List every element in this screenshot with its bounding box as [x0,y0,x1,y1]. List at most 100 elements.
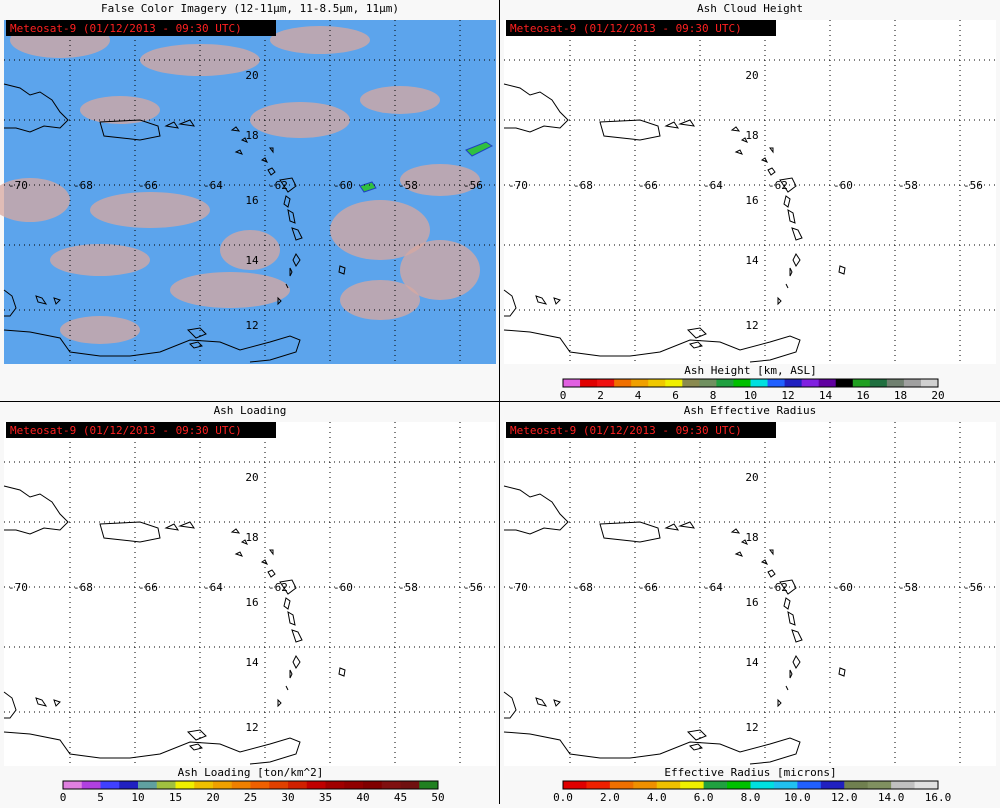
colorbar-frame [562,378,939,388]
colorbar-tick-label: 25 [244,791,257,804]
coastline [3,329,301,363]
colorbar-frame [562,780,939,790]
colorbar-segment [750,781,775,789]
colorbar-segment [288,781,308,789]
cloud [60,316,140,344]
lon-label: -58 [898,179,918,192]
colorbar-segment [750,379,769,387]
colorbar-tick-label: 5 [97,791,104,804]
lon-label: -58 [898,581,918,594]
lat-label: 16 [745,596,758,609]
stamp: Meteosat-9 (01/12/2013 - 09:30 UTC) [10,424,242,437]
colorbar-segment [563,379,581,387]
panel-title: Ash Effective Radius [684,404,816,417]
lat-label: 20 [245,471,258,484]
lat-label: 18 [745,129,758,142]
colorbar-segment [903,379,922,387]
colorbar-segment [733,379,751,387]
cloud [170,272,290,308]
colorbar-segment [920,379,939,387]
lat-label: 12 [245,319,258,332]
lon-label: -66 [138,179,158,192]
coastline [164,521,196,531]
colorbar-segment [867,781,892,789]
panel-title: False Color Imagery (12-11µm, 11-8.5µm, … [101,2,399,15]
colorbar-label: Ash Height [km, ASL] [684,364,816,377]
cloud [330,200,430,260]
colorbar-tick-label: 16.0 [925,791,952,804]
colorbar-tick-label: 6.0 [694,791,714,804]
stamp: Meteosat-9 (01/12/2013 - 09:30 UTC) [510,22,742,35]
map-area [4,422,496,766]
colorbar-tick-label: 20 [206,791,219,804]
coastline [3,289,61,317]
coastline [277,267,293,306]
lon-label: -64 [203,179,223,192]
colorbar-segment [586,781,611,789]
lon-label: -66 [638,179,658,192]
cloud [360,86,440,114]
colorbar-segment [818,379,837,387]
lon-label: -68 [573,581,593,594]
colorbar-tick-label: 16 [856,389,869,402]
lon-label: -56 [463,179,483,192]
lon-label: -56 [463,581,483,594]
lon-label: -60 [333,581,353,594]
volcanic-plume [359,141,493,193]
colorbar-tick-label: 14.0 [878,791,905,804]
lon-label: -62 [768,179,788,192]
coastline [730,126,769,163]
coastline [186,327,207,349]
colorbar-segment [682,379,700,387]
coastline [767,549,797,610]
colorbar-segment [665,379,683,387]
colorbar-segment [175,781,195,789]
lat-label: 14 [245,254,259,267]
colorbar-segment [269,781,289,789]
colorbar-segment [194,781,214,789]
colorbar-label: Effective Radius [microns] [664,766,836,779]
lat-label: 18 [745,531,758,544]
coastline [777,267,793,306]
map: 20 18 16 14 12 -70 -68 -66 -64 -62 -60 -58 -56 [3,422,496,766]
lon-label: -70 [508,581,528,594]
lat-label: 20 [745,69,758,82]
lon-label: -70 [8,581,28,594]
colorbar-segment [820,781,845,789]
coastline [3,83,69,133]
colorbar-tick-label: 35 [319,791,332,804]
coastline [99,521,161,543]
lon-label: -62 [268,581,288,594]
colorbar-segment [344,781,364,789]
coastline [767,147,797,208]
colorbar-segment [633,781,658,789]
stamp-box [506,422,776,438]
coastline [787,209,846,275]
lat-label: 20 [245,69,258,82]
coastline [277,669,293,708]
colorbar-tick-label: 0 [60,791,67,804]
colorbar-tick-label: 8.0 [741,791,761,804]
colorbar-segment [703,781,728,789]
coastline [599,119,661,141]
coastline [267,147,297,208]
cloud [250,102,350,138]
colorbar-label: Ash Loading [ton/km^2] [178,766,324,779]
lat-label: 14 [745,656,759,669]
coastline [503,329,801,363]
colorbar-segment [767,379,786,387]
colorbar-segment [580,379,598,387]
colorbar-segment [419,781,439,789]
colorbar-segment [801,379,820,387]
colorbar-segment [156,781,176,789]
lon-label: -58 [398,179,418,192]
colorbar-segment [656,781,681,789]
cloud [90,192,210,228]
map: 20 18 16 14 12 -70 -68 -66 -64 -62 -60 -58 -56 [503,20,996,364]
coastline [503,731,801,765]
coastline [503,289,561,317]
colorbar-tick-label: 12.0 [831,791,858,804]
colorbar-tick-label: 0 [560,389,567,402]
